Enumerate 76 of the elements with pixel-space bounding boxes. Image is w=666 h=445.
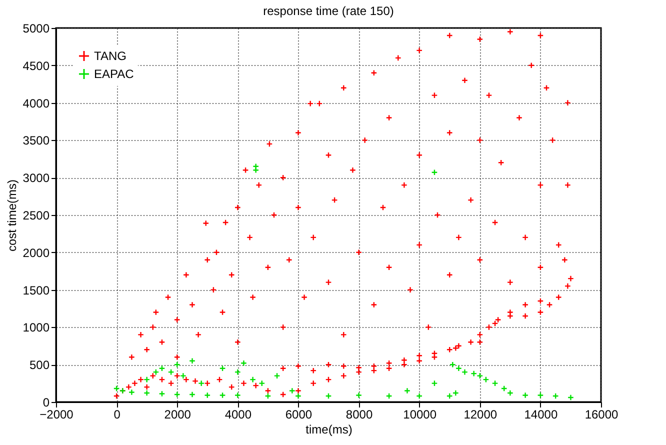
x-tick-label: 2000 (164, 408, 192, 422)
point (189, 358, 196, 364)
y-tick-label: 3500 (22, 134, 50, 148)
point (522, 392, 529, 399)
x-tick-label: 0 (114, 408, 121, 422)
point (274, 372, 280, 380)
point (174, 391, 180, 398)
point (234, 392, 241, 399)
x-tick-label: 10000 (403, 408, 437, 422)
y-tick-label: 3000 (22, 171, 50, 186)
point (386, 392, 392, 400)
point (537, 392, 544, 399)
point (325, 392, 332, 400)
point (567, 394, 574, 401)
point (552, 392, 559, 400)
point (152, 368, 160, 376)
x-tick-label: 8000 (346, 408, 373, 422)
point (476, 372, 484, 380)
x-tick-label: 12000 (464, 408, 498, 422)
x-tick-label: 4000 (224, 408, 252, 422)
point (482, 376, 490, 383)
point (258, 380, 266, 387)
x-tick-label: 16000 (584, 408, 619, 422)
point (168, 368, 174, 376)
point (250, 376, 256, 383)
y-tick-label: 5000 (22, 22, 50, 36)
point (462, 368, 468, 376)
point (252, 163, 260, 170)
point (470, 370, 478, 377)
point (506, 390, 514, 396)
point (252, 166, 260, 174)
y-tick-label: 1500 (22, 283, 50, 298)
point (446, 392, 453, 400)
point (204, 392, 211, 399)
point (455, 365, 462, 372)
point (452, 390, 459, 396)
point (288, 388, 296, 394)
point (404, 388, 410, 394)
x-tick-label: 14000 (524, 408, 558, 422)
point (158, 365, 166, 372)
y-axis-title: cost time(ms) (4, 179, 19, 252)
y-tick-label: 1000 (22, 320, 50, 335)
point (449, 361, 456, 368)
point (264, 392, 272, 400)
legend-label: EAPAC (94, 67, 134, 81)
point (113, 385, 120, 392)
point (158, 390, 166, 398)
y-tick-label: 500 (29, 358, 50, 372)
y-tick-label: 0 (42, 396, 50, 410)
point (189, 391, 196, 398)
point (219, 365, 226, 372)
y-tick-label: 4500 (22, 58, 50, 73)
point (356, 392, 362, 399)
point (144, 390, 150, 396)
point (198, 380, 205, 387)
x-tick-label: −2000 (40, 408, 74, 422)
y-tick-label: 2000 (22, 246, 50, 260)
point (240, 360, 247, 366)
point (128, 389, 135, 396)
point (174, 361, 180, 368)
point (416, 392, 423, 400)
point (500, 385, 508, 392)
point (219, 392, 226, 399)
point (180, 372, 186, 380)
x-tick-label: 6000 (285, 408, 312, 422)
legend-label: TANG (94, 49, 126, 63)
point (492, 380, 498, 387)
point (144, 376, 150, 383)
point (234, 368, 241, 376)
y-tick-label: 2500 (22, 208, 50, 222)
point (431, 169, 438, 176)
x-axis-title: time(ms) (306, 422, 352, 436)
point (294, 392, 302, 400)
y-tick-label: 4000 (22, 96, 50, 110)
point (431, 380, 438, 387)
chart-title: response time (rate 150) (263, 4, 394, 18)
